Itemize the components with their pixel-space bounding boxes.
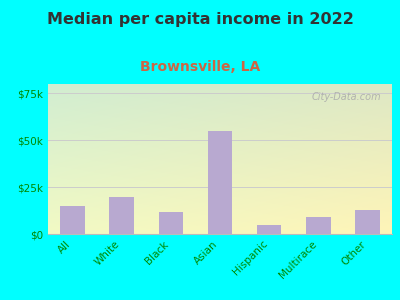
Bar: [257, 225, 282, 234]
Bar: [306, 217, 330, 234]
Bar: [208, 131, 232, 234]
Text: City-Data.com: City-Data.com: [312, 92, 382, 101]
Bar: [60, 206, 85, 234]
Text: Brownsville, LA: Brownsville, LA: [140, 60, 260, 74]
Bar: [158, 212, 183, 234]
Text: Median per capita income in 2022: Median per capita income in 2022: [46, 12, 354, 27]
Bar: [110, 196, 134, 234]
Bar: [355, 210, 380, 234]
